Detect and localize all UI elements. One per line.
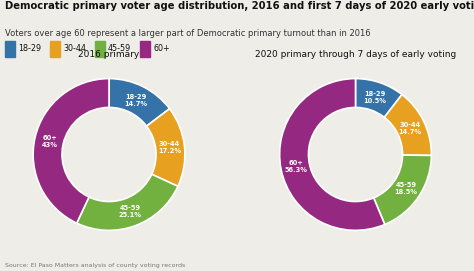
FancyBboxPatch shape: [140, 41, 150, 57]
Title: 2016 primary: 2016 primary: [78, 50, 140, 59]
Text: 60+
56.3%: 60+ 56.3%: [284, 160, 308, 173]
Text: 60+: 60+: [153, 44, 170, 53]
Text: 30-44: 30-44: [63, 44, 86, 53]
Wedge shape: [77, 174, 178, 230]
Text: 45-59
18.5%: 45-59 18.5%: [394, 182, 417, 195]
FancyBboxPatch shape: [50, 41, 60, 57]
Text: 45-59: 45-59: [108, 44, 131, 53]
FancyBboxPatch shape: [5, 41, 15, 57]
Wedge shape: [356, 79, 402, 117]
Text: 18-29: 18-29: [18, 44, 41, 53]
Wedge shape: [374, 155, 431, 224]
Text: 30-44
17.2%: 30-44 17.2%: [158, 141, 181, 154]
Wedge shape: [146, 109, 185, 186]
Wedge shape: [280, 79, 385, 230]
Wedge shape: [33, 79, 109, 223]
Text: Source: El Paso Matters analysis of county voting records: Source: El Paso Matters analysis of coun…: [5, 263, 185, 268]
Text: 18-29
14.7%: 18-29 14.7%: [125, 93, 147, 107]
Text: 18-29
10.5%: 18-29 10.5%: [364, 91, 387, 104]
Text: 45-59
25.1%: 45-59 25.1%: [118, 205, 141, 218]
Text: 60+
43%: 60+ 43%: [42, 135, 58, 148]
Wedge shape: [384, 95, 431, 156]
Title: 2020 primary through 7 days of early voting: 2020 primary through 7 days of early vot…: [255, 50, 456, 59]
Text: Democratic primary voter age distribution, 2016 and first 7 days of 2020 early v: Democratic primary voter age distributio…: [5, 1, 474, 11]
Wedge shape: [109, 79, 170, 126]
FancyBboxPatch shape: [95, 41, 105, 57]
Text: 30-44
14.7%: 30-44 14.7%: [399, 122, 422, 135]
Text: Voters over age 60 represent a larger part of Democratic primary turnout than in: Voters over age 60 represent a larger pa…: [5, 29, 370, 38]
